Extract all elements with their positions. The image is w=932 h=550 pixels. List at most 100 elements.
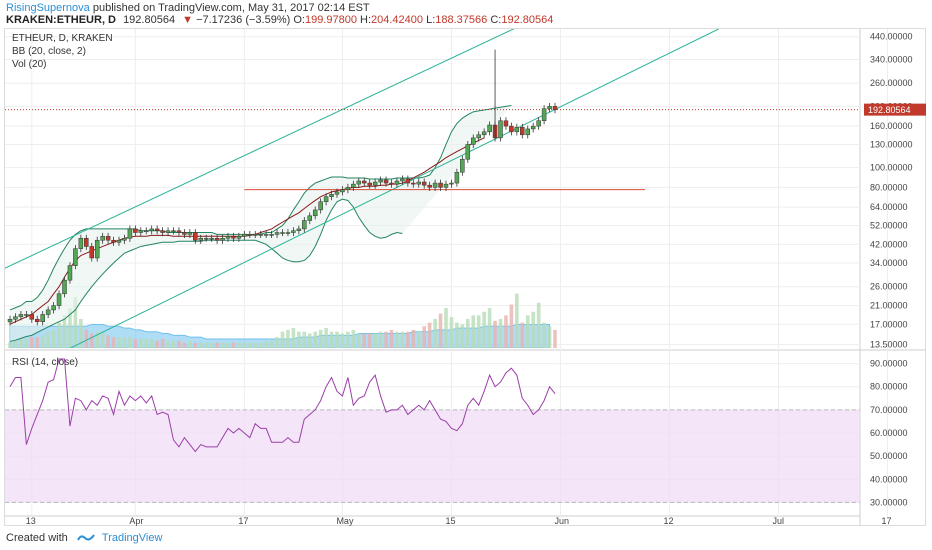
- candle-body: [274, 232, 280, 235]
- rsi-tick-label: 30.00000: [870, 497, 908, 507]
- candle-body: [149, 228, 154, 231]
- volume-bar: [24, 338, 29, 348]
- volume-bar: [335, 331, 339, 348]
- volume-bar: [160, 338, 165, 348]
- price-tick-label: 130.00000: [870, 139, 913, 149]
- close-label: C:: [490, 14, 502, 26]
- volume-bar: [471, 315, 476, 348]
- last-price-tag: [864, 103, 926, 116]
- candle-body: [340, 189, 345, 193]
- tradingview-logo-icon: [76, 534, 95, 541]
- candle-body: [100, 236, 105, 241]
- published-text: published on TradingView.com, May 31, 20…: [92, 2, 370, 14]
- rsi-tick-label: 90.00000: [870, 359, 908, 369]
- candle-body: [51, 305, 56, 311]
- volume-bar: [30, 337, 34, 348]
- candle-body: [541, 108, 547, 122]
- price-pane[interactable]: [5, 0, 860, 381]
- volume-bar: [357, 333, 361, 348]
- volume-bar: [62, 315, 67, 348]
- candle-body: [84, 237, 89, 247]
- volume-bar: [242, 342, 247, 348]
- x-tick-label: 17: [238, 516, 248, 526]
- volume-bar: [286, 329, 290, 348]
- volume-bar: [373, 333, 377, 348]
- volume-bar: [128, 337, 132, 348]
- rsi-line[interactable]: [9, 358, 556, 453]
- x-tick-label: May: [336, 516, 354, 526]
- volume-bar: [171, 340, 176, 348]
- volume-bar: [51, 329, 56, 348]
- candle-body: [427, 184, 432, 188]
- volume-bar: [297, 331, 301, 348]
- volume-bar: [237, 342, 241, 348]
- volume-bar: [307, 333, 312, 348]
- volume-bar: [89, 333, 94, 348]
- candle-body: [481, 131, 487, 136]
- candle-body: [127, 228, 133, 239]
- volume-bar: [13, 340, 18, 348]
- rsi-tick-label: 80.00000: [870, 382, 908, 392]
- legend-rsi[interactable]: RSI (14, close): [12, 357, 79, 368]
- volume-bar: [340, 333, 345, 348]
- candle-body: [176, 230, 182, 233]
- volume-bar: [8, 342, 12, 348]
- volume-bar: [106, 335, 110, 348]
- candle-body: [405, 178, 411, 184]
- candle-body: [438, 182, 443, 188]
- volume-bar: [466, 319, 470, 348]
- candle-body: [7, 318, 13, 323]
- candle-body: [432, 182, 438, 188]
- volume-bar: [68, 308, 72, 348]
- x-tick-label: Apr: [129, 516, 143, 526]
- volume-bar: [367, 333, 372, 348]
- volume-bar: [460, 324, 465, 348]
- volume-bar: [346, 331, 350, 348]
- legend-vol[interactable]: Vol (20): [12, 59, 47, 70]
- volume-bar: [553, 329, 557, 348]
- legend-bb[interactable]: BB (20, close, 2): [12, 46, 86, 57]
- price-tick-label: 26.00000: [870, 282, 908, 292]
- candle-body: [182, 232, 187, 235]
- volume-bar: [362, 333, 367, 348]
- candle-body: [514, 126, 520, 133]
- volume-bar: [542, 322, 546, 348]
- candle-body: [214, 237, 220, 241]
- high-label: H:: [360, 14, 372, 26]
- volume-bar: [188, 340, 192, 348]
- rsi-tick-label: 40.00000: [870, 474, 908, 484]
- candle-body: [345, 187, 351, 190]
- channel-lower-line: [69, 29, 719, 348]
- candle-body: [13, 316, 18, 320]
- last-price-tag-label: 192.80564: [868, 105, 911, 115]
- candle-body: [416, 181, 421, 185]
- candle-body: [231, 236, 236, 239]
- candle-body: [318, 201, 323, 211]
- candle-body: [45, 309, 51, 315]
- volume-bar: [215, 342, 219, 348]
- candle-body: [154, 228, 160, 231]
- volume-bar: [269, 340, 274, 348]
- volume-bar: [444, 308, 448, 348]
- volume-bar: [264, 340, 268, 348]
- candle-body: [530, 125, 536, 130]
- price-tick-label: 160.00000: [870, 121, 913, 131]
- tradingview-brand[interactable]: TradingView: [101, 532, 163, 544]
- candle-body: [40, 314, 45, 322]
- candle-body: [236, 236, 242, 239]
- price-tick-label: 21.00000: [870, 301, 908, 311]
- candle-body: [367, 182, 372, 186]
- last-price: 192.80564: [123, 14, 176, 26]
- author-link[interactable]: RisingSupernova: [6, 2, 90, 14]
- candle-body: [122, 237, 127, 241]
- candle-body: [372, 181, 378, 186]
- candle-body: [111, 239, 116, 243]
- volume-bar: [525, 315, 530, 348]
- candle-body: [105, 236, 111, 241]
- volume-bar: [193, 342, 198, 348]
- volume-bar: [166, 340, 170, 348]
- low-label: L:: [426, 14, 436, 26]
- volume-bar: [46, 331, 50, 348]
- volume-bar: [73, 297, 78, 348]
